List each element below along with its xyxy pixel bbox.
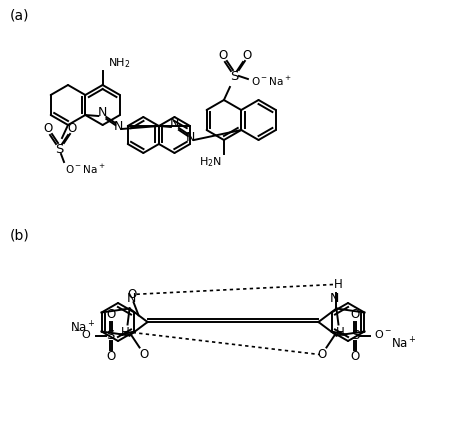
Text: O: O bbox=[107, 308, 116, 321]
Text: H: H bbox=[121, 326, 130, 339]
Text: N: N bbox=[127, 292, 136, 305]
Text: O: O bbox=[107, 350, 116, 363]
Text: N: N bbox=[330, 292, 339, 305]
Text: N: N bbox=[98, 105, 107, 119]
Text: Na$^+$: Na$^+$ bbox=[391, 336, 416, 351]
Text: S: S bbox=[230, 70, 238, 82]
Text: O: O bbox=[139, 348, 148, 361]
Text: O: O bbox=[350, 308, 359, 321]
Text: (b): (b) bbox=[10, 228, 30, 242]
Text: H$_2$N: H$_2$N bbox=[199, 155, 222, 169]
Text: O: O bbox=[219, 48, 228, 62]
Text: H: H bbox=[334, 278, 343, 291]
Text: O$^-$: O$^-$ bbox=[374, 328, 392, 340]
Text: Na$^+$: Na$^+$ bbox=[71, 320, 96, 335]
Text: N: N bbox=[114, 119, 123, 133]
Text: O: O bbox=[44, 122, 53, 134]
Text: O: O bbox=[67, 122, 77, 134]
Text: O: O bbox=[350, 350, 359, 363]
Text: (a): (a) bbox=[10, 8, 29, 22]
Text: H: H bbox=[336, 326, 345, 339]
Text: O: O bbox=[127, 288, 136, 301]
Text: S: S bbox=[351, 329, 360, 342]
Text: NH$_2$: NH$_2$ bbox=[108, 56, 130, 70]
Text: S: S bbox=[106, 329, 115, 342]
Text: N: N bbox=[170, 116, 180, 130]
Text: $^-$O: $^-$O bbox=[73, 328, 92, 340]
Text: O: O bbox=[318, 348, 327, 361]
Text: O$^-$Na$^+$: O$^-$Na$^+$ bbox=[251, 74, 292, 88]
Text: O$^-$Na$^+$: O$^-$Na$^+$ bbox=[65, 162, 106, 176]
Text: S: S bbox=[55, 142, 63, 156]
Text: N: N bbox=[186, 130, 196, 144]
Text: O: O bbox=[242, 48, 252, 62]
